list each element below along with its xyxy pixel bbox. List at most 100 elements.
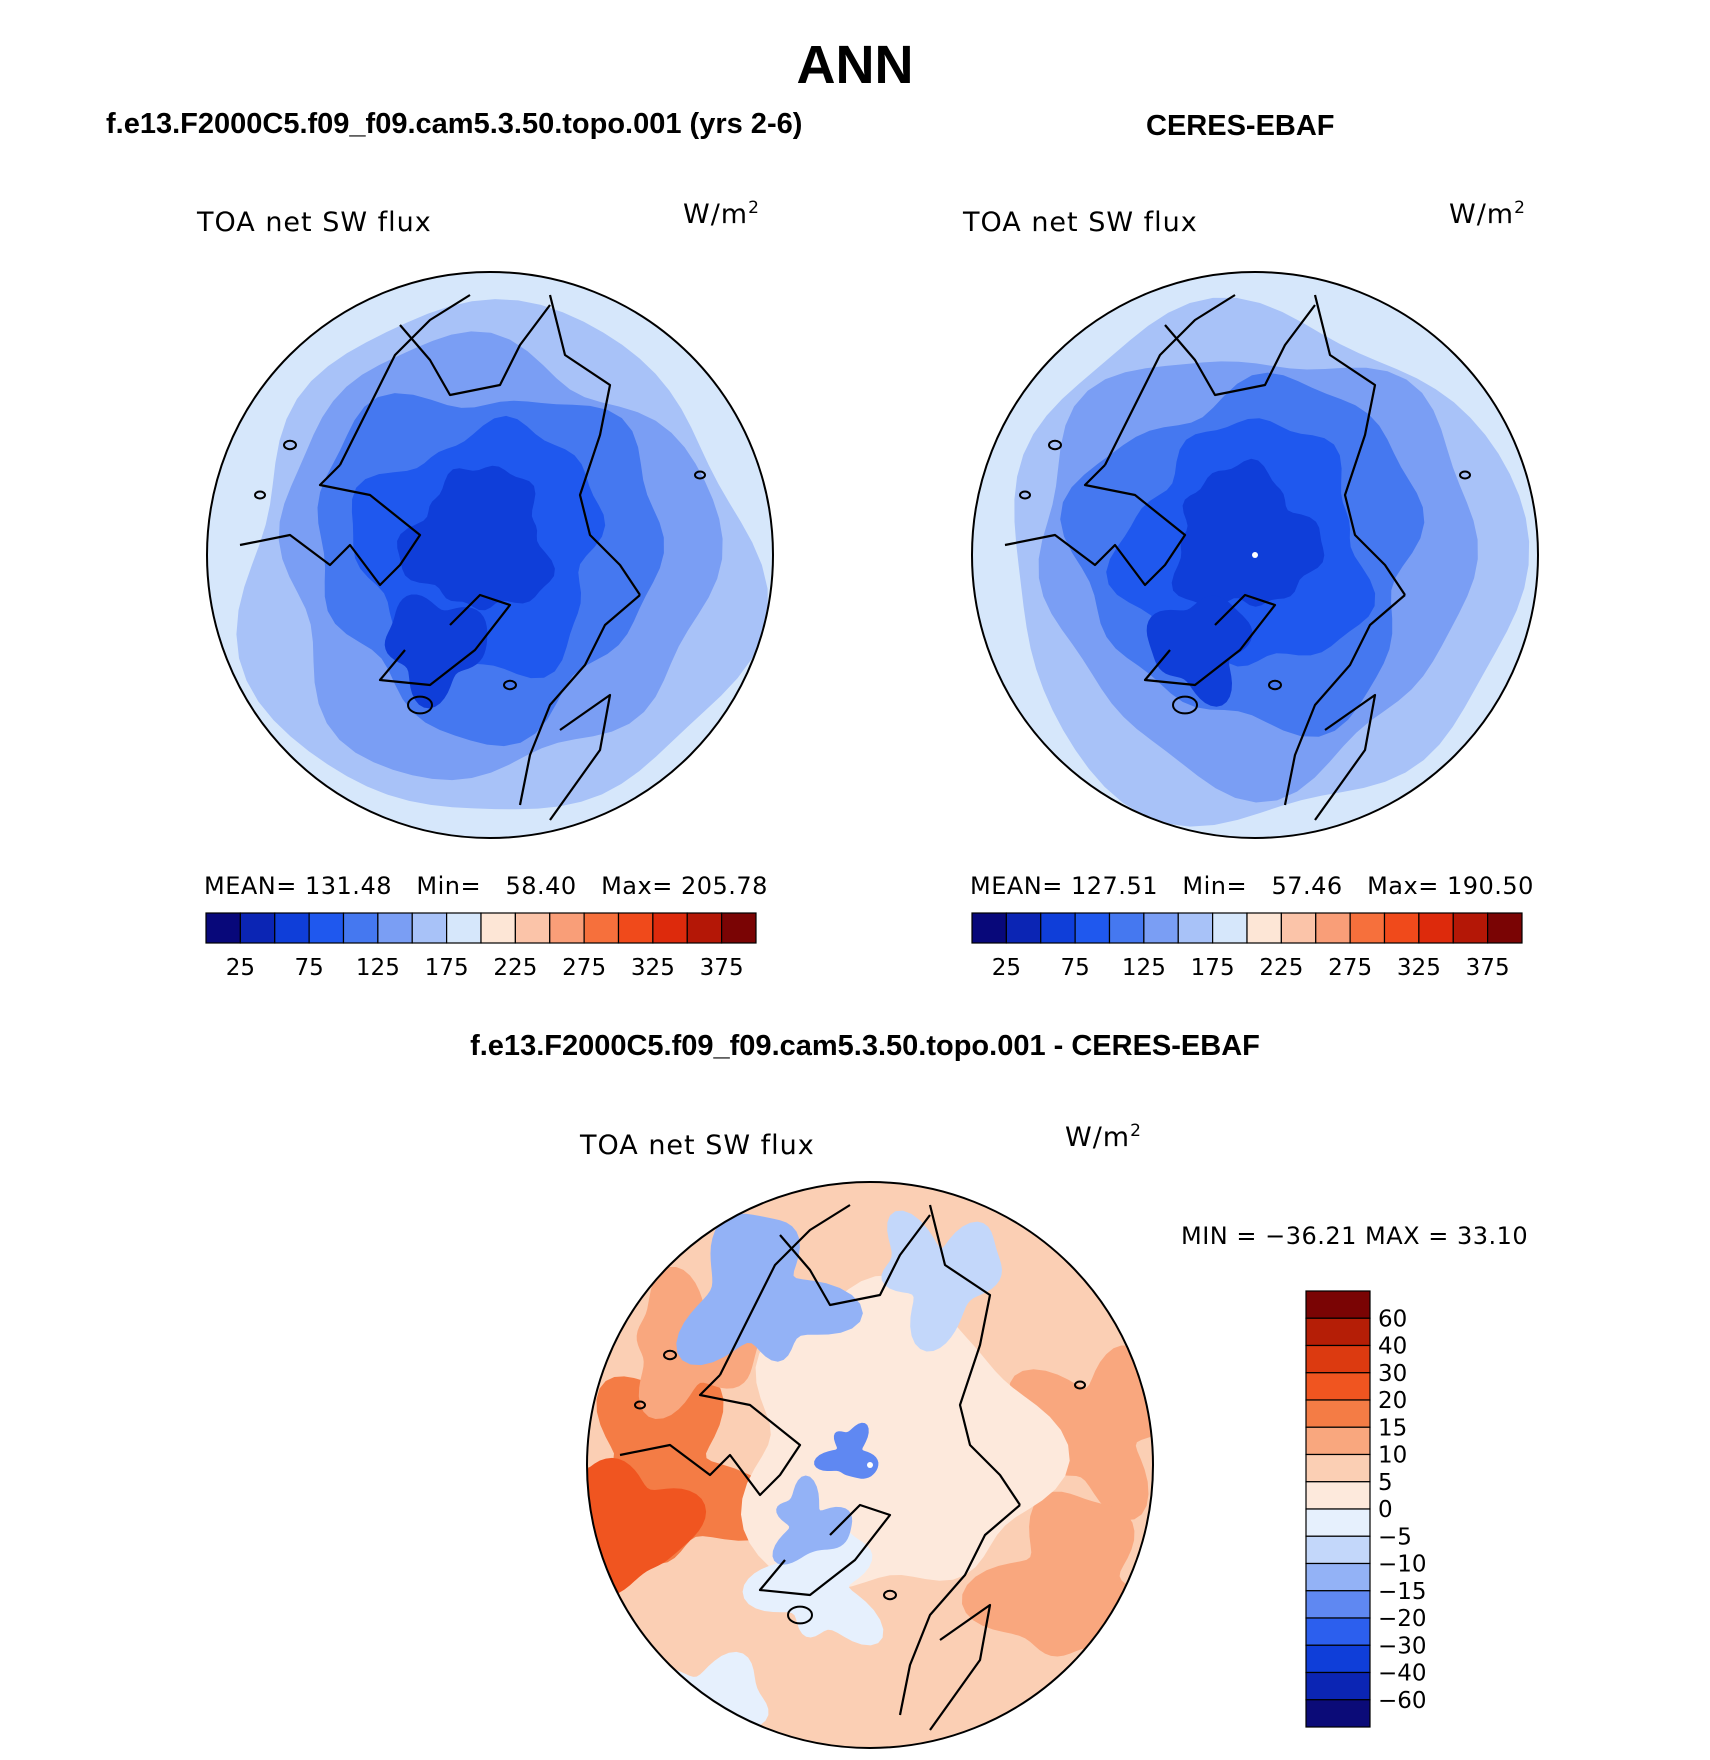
- diff-colorbar-tick-label: −30: [1378, 1633, 1427, 1659]
- model-colorbar-box: [446, 912, 482, 944]
- diff-colorbar-tick-label: 15: [1378, 1415, 1407, 1441]
- obs-coastline: [1143, 593, 1277, 687]
- obs-coastline: [1314, 693, 1377, 821]
- model-coastline: [549, 693, 612, 821]
- model-island: [283, 439, 297, 451]
- obs-colorbar-box: [1074, 912, 1111, 944]
- model-colorbar-tick-label: 25: [226, 955, 255, 981]
- model-map-border: [206, 271, 774, 839]
- diff-colorbar-box: [1305, 1290, 1371, 1319]
- diff-colorbar-tick-label: 10: [1378, 1443, 1407, 1469]
- diff-island: [883, 1589, 897, 1601]
- obs-colorbar-tick-label: 75: [1060, 955, 1089, 981]
- model-colorbar-box: [617, 912, 654, 944]
- diff-pole-marker: [867, 1462, 873, 1468]
- diff-colorbar-tick-label: 20: [1378, 1388, 1407, 1414]
- diff-polar-map: [586, 1181, 1154, 1749]
- model-colorbar-box: [308, 912, 345, 944]
- obs-colorbar-box: [1383, 912, 1420, 944]
- obs-colorbar-tick-label: 25: [992, 955, 1021, 981]
- model-colorbar-tick-label: 175: [425, 955, 469, 981]
- model-colorbar-box: [514, 912, 551, 944]
- model-colorbar-box: [239, 912, 276, 944]
- model-colorbar-tick-label: 225: [493, 955, 537, 981]
- model-colorbar-box: [411, 912, 448, 944]
- model-colorbar-box: [480, 912, 516, 944]
- obs-coastline: [1104, 294, 1236, 466]
- obs-coastline: [1313, 294, 1406, 596]
- obs-coastline: [1164, 304, 1316, 397]
- diff-colorbar-box: [1305, 1617, 1371, 1646]
- diff-field-band: [742, 1517, 884, 1646]
- diff-field-band: [772, 1475, 853, 1565]
- diff-field-band: [1009, 1345, 1153, 1521]
- diff-colorbar-tick-label: −60: [1378, 1688, 1427, 1714]
- obs-coastline: [1004, 464, 1187, 587]
- obs-colorbar-tick-label: 275: [1328, 955, 1372, 981]
- model-coastline: [239, 464, 422, 587]
- obs-colorbar-box: [1212, 912, 1248, 944]
- obs-colorbar-box: [1040, 912, 1076, 944]
- obs-colorbar-tick-label: 225: [1259, 955, 1303, 981]
- diff-colorbar-tick-label: −20: [1378, 1606, 1427, 1632]
- diff-island: [663, 1349, 677, 1361]
- diff-island: [1074, 1380, 1086, 1390]
- obs-colorbar-box: [1005, 912, 1042, 944]
- model-island: [503, 679, 517, 691]
- model-colorbar-tick-label: 325: [631, 955, 675, 981]
- obs-colorbar-box: [1418, 912, 1454, 944]
- model-coastline: [518, 594, 641, 806]
- obs-island: [1172, 695, 1198, 715]
- diff-colorbar-box: [1305, 1671, 1371, 1701]
- obs-colorbar: 25 75 125 175 225 275 325 375: [971, 912, 1523, 981]
- model-island: [694, 470, 706, 480]
- model-island: [407, 695, 433, 715]
- obs-field-band: [1146, 595, 1253, 707]
- obs-stats: MEAN= 127.51 Min= 57.46 Max= 190.50: [970, 872, 1534, 900]
- obs-colorbar-tick-label: 325: [1397, 955, 1441, 981]
- diff-island: [787, 1605, 813, 1625]
- diff-colorbar-tick-label: −40: [1378, 1661, 1427, 1687]
- diff-field-band: [814, 1422, 879, 1479]
- obs-colorbar-box: [971, 912, 1007, 944]
- obs-colorbar-box: [1177, 912, 1214, 944]
- model-coastline: [399, 304, 551, 397]
- obs-island: [1019, 490, 1031, 500]
- model-island: [254, 490, 266, 500]
- obs-colorbar-tick-label: 125: [1122, 955, 1166, 981]
- model-colorbar-box: [377, 912, 413, 944]
- diff-colorbar-box: [1305, 1699, 1371, 1728]
- obs-colorbar-box: [1108, 912, 1145, 944]
- model-colorbar: 25 75 125 175 225 275 325 375: [205, 912, 757, 981]
- obs-panel-subtitle: CERES-EBAF: [1146, 110, 1335, 142]
- model-colorbar-box: [583, 912, 620, 944]
- model-units: W/m2: [683, 198, 760, 230]
- diff-colorbar-tick-label: 0: [1378, 1497, 1393, 1523]
- model-colorbar-box: [721, 912, 757, 944]
- model-colorbar-box: [342, 912, 379, 944]
- diff-colorbar-box: [1305, 1644, 1371, 1674]
- diff-coastline: [779, 1214, 931, 1307]
- diff-colorbar-box: [1305, 1426, 1371, 1456]
- diff-colorbar-tick-label: 40: [1378, 1334, 1407, 1360]
- diff-colorbar-tick-label: 5: [1378, 1470, 1393, 1496]
- model-colorbar-tick-label: 375: [700, 955, 744, 981]
- model-colorbar-tick-label: 75: [294, 955, 323, 981]
- model-field-band: [384, 594, 488, 709]
- diff-field-band: [881, 1210, 1002, 1352]
- diff-colorbar-box: [1305, 1508, 1371, 1537]
- diff-colorbar-box: [1305, 1535, 1371, 1565]
- diff-colorbar-tick-label: −10: [1378, 1552, 1427, 1578]
- diff-colorbar-tick-label: −15: [1378, 1579, 1427, 1605]
- diff-colorbar-box: [1305, 1372, 1371, 1401]
- diff-colorbar-box: [1305, 1562, 1371, 1592]
- model-colorbar-box: [652, 912, 688, 944]
- obs-coastline: [1283, 594, 1406, 806]
- diff-colorbar-box: [1305, 1317, 1371, 1347]
- model-panel-subtitle: f.e13.F2000C5.f09_f09.cam5.3.50.topo.001…: [106, 108, 803, 140]
- obs-pole-marker: [1252, 552, 1258, 558]
- diff-colorbar-box: [1305, 1344, 1371, 1374]
- obs-colorbar-tick-label: 375: [1466, 955, 1510, 981]
- obs-colorbar-tick-label: 175: [1191, 955, 1235, 981]
